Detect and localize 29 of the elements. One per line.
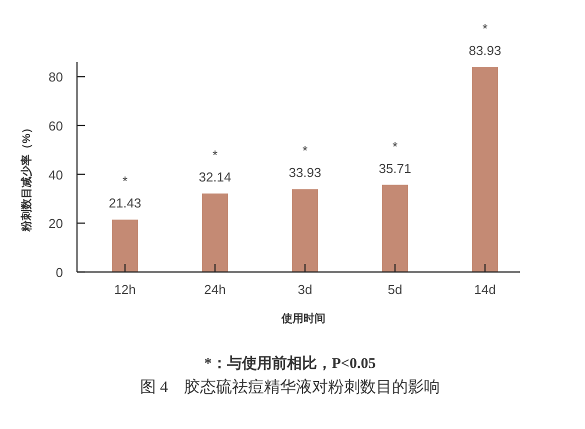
data-label: 21.43 <box>108 196 142 211</box>
bar <box>382 184 408 272</box>
y-tick-label: 20 <box>48 216 63 232</box>
annotation: * <box>212 148 218 163</box>
data-label: 32.14 <box>198 170 232 185</box>
x-tick-label: 5d <box>388 282 402 297</box>
annotation: * <box>392 138 398 154</box>
data-label: 35.71 <box>378 160 412 176</box>
annotation: * <box>302 143 308 158</box>
y-tick-label: 40 <box>48 167 63 182</box>
x-tick-label: 24h <box>204 282 226 297</box>
y-axis-title: 粉刺数目减少率（%） <box>20 122 33 232</box>
caption: 图 4 胶态硫祛痘精华液对粉刺数目的影响 <box>140 378 440 396</box>
annotation: * <box>122 174 128 189</box>
annotation: * <box>482 21 488 36</box>
y-tick-label: 0 <box>56 265 63 280</box>
x-tick-label: 3d <box>298 282 312 297</box>
y-tick-label: 60 <box>48 118 63 134</box>
data-label: 83.93 <box>468 43 502 58</box>
data-label: 33.93 <box>288 165 322 180</box>
x-tick-label: 14d <box>474 282 496 297</box>
bar <box>112 220 138 272</box>
bar <box>472 67 498 272</box>
y-tick-label: 80 <box>48 70 63 85</box>
x-axis-title: 使用时间 <box>280 312 326 325</box>
bar <box>292 189 318 272</box>
text: *：与使用前相比，P<0.05 <box>204 355 376 372</box>
x-tick-label: 12h <box>114 282 136 297</box>
bar <box>202 194 228 272</box>
